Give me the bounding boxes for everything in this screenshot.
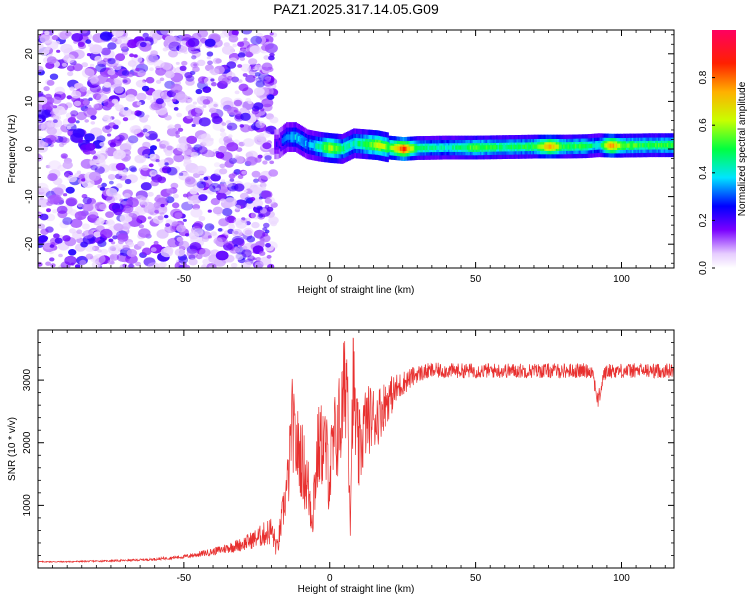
snr-x-label: Height of straight line (km) <box>298 584 415 595</box>
spectrogram-content <box>38 30 674 268</box>
figure-title: PAZ1.2025.317.14.05.G09 <box>273 1 439 17</box>
spectrogram-y-label: Frequency (Hz) <box>7 115 18 184</box>
spectrogram-y-axis: -20 -10 0 10 20 <box>24 34 674 264</box>
spectrogram-y-tick-label: -20 <box>24 237 35 252</box>
spectrogram-y-tick-label: 10 <box>24 95 35 107</box>
spectrogram-x-tick-label: -50 <box>177 274 192 285</box>
colorbar-gradient <box>712 30 736 268</box>
snr-x-tick-label: 0 <box>327 573 333 584</box>
spectrogram-y-tick-label: -10 <box>24 189 35 204</box>
snr-y-tick-label: 3000 <box>22 369 33 392</box>
snr-x-tick-label: 50 <box>470 573 482 584</box>
snr-y-tick-label: 2000 <box>22 431 33 454</box>
snr-y-tick-label: 1000 <box>22 494 33 517</box>
spectrogram-x-axis: -50 0 50 100 <box>52 30 666 285</box>
snr-y-axis: 1000 2000 3000 <box>22 329 674 556</box>
spectrogram-x-tick-label: 50 <box>470 274 482 285</box>
spectrogram-x-label: Height of straight line (km) <box>298 285 415 296</box>
snr-x-axis: -50 0 50 100 <box>52 330 666 584</box>
spectrogram-y-tick-label: 20 <box>24 48 35 60</box>
snr-series-line <box>38 337 674 564</box>
colorbar-tick-label: 0.2 <box>698 213 709 227</box>
colorbar-tick-label: 0.0 <box>698 261 709 275</box>
colorbar-tick-label: 0.4 <box>698 165 709 179</box>
snr-x-tick-label: -50 <box>177 573 192 584</box>
spectrogram-noise-region <box>38 30 279 268</box>
snr-frame <box>37 329 675 569</box>
colorbar-tick-label: 0.6 <box>698 118 709 132</box>
spectrogram-y-tick-label: 0 <box>24 146 35 152</box>
snr-x-tick-label: 100 <box>613 573 630 584</box>
colorbar: 0.0 0.2 0.4 0.6 0.8 Normalized spectral ampl… <box>698 30 748 275</box>
spectrogram-panel: -50 0 50 100 -20 -10 0 10 20 Height of straight… <box>7 29 675 296</box>
spectrogram-signal-ridge <box>274 122 674 164</box>
spectrogram-x-tick-label: 0 <box>327 274 333 285</box>
colorbar-ticks: 0.0 0.2 0.4 0.6 0.8 <box>698 70 715 275</box>
snr-y-label: SNR (10 * v/v) <box>7 417 18 481</box>
colorbar-tick-label: 0.8 <box>698 70 709 84</box>
snr-panel: -50 0 50 100 1000 2000 3000 Height of straigh… <box>7 329 675 595</box>
colorbar-label: Normalized spectral amplitude <box>737 81 748 216</box>
spectrogram-x-tick-label: 100 <box>613 274 630 285</box>
